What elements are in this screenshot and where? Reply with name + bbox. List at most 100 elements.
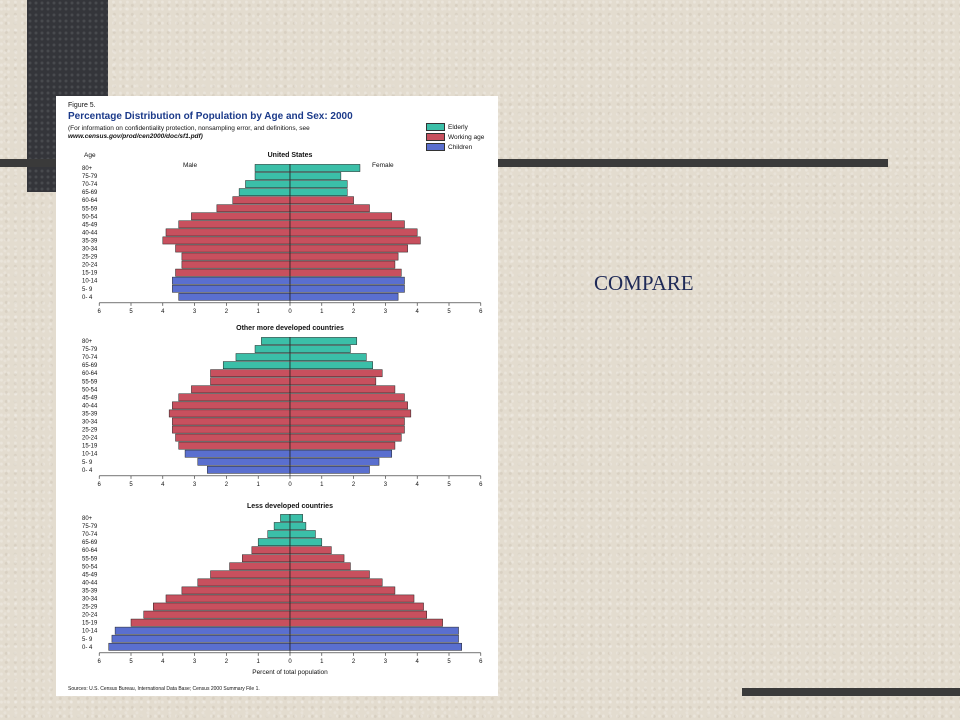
age-tick-label: 55-59	[82, 379, 98, 385]
male-bar	[232, 196, 291, 205]
age-tick-label: 5- 9	[82, 460, 93, 466]
female-bar	[289, 634, 459, 643]
age-tick-label: 50-54	[82, 564, 98, 570]
age-tick-label: 15-19	[82, 444, 98, 450]
female-bar	[289, 345, 351, 353]
age-tick-label: 30-34	[82, 420, 98, 426]
x-tick-label: 3	[384, 482, 388, 488]
x-tick-label: 4	[161, 309, 165, 315]
female-bar	[289, 425, 405, 434]
x-tick-label: 4	[416, 309, 420, 315]
age-tick-label: 35-39	[82, 238, 98, 244]
female-bar	[289, 361, 373, 369]
female-bar	[289, 401, 408, 410]
female-bar	[289, 393, 405, 402]
x-tick-label: 5	[129, 659, 133, 665]
x-tick-label: 2	[352, 482, 356, 488]
age-tick-label: 0- 4	[82, 645, 93, 651]
male-bar	[242, 554, 291, 563]
x-tick-label: 3	[384, 659, 388, 665]
female-bar	[289, 260, 396, 269]
female-bar	[289, 292, 399, 301]
male-bar	[181, 260, 291, 269]
age-tick-label: 80+	[82, 339, 93, 345]
x-tick-label: 3	[384, 309, 388, 315]
female-bar	[289, 244, 408, 253]
female-bar	[289, 188, 348, 197]
age-tick-label: 75-79	[82, 174, 98, 180]
female-label: Female	[372, 162, 394, 169]
legend-label: Elderly	[448, 123, 468, 131]
x-tick-label: 6	[479, 309, 483, 315]
female-bar	[289, 276, 405, 285]
female-bar	[289, 642, 462, 651]
x-tick-label: 1	[320, 482, 324, 488]
female-bar	[289, 546, 332, 555]
male-bar	[181, 252, 291, 261]
panel-title: United States	[268, 152, 313, 159]
male-bar	[172, 401, 291, 410]
male-bar	[229, 562, 291, 571]
male-bar	[191, 212, 291, 221]
male-bar	[216, 204, 291, 213]
x-tick-label: 4	[416, 659, 420, 665]
male-bar	[191, 385, 291, 394]
panel-title: Less developed countries	[247, 503, 333, 510]
x-tick-label: 1	[257, 659, 261, 665]
x-tick-label: 5	[447, 482, 451, 488]
x-tick-label: 5	[129, 309, 133, 315]
legend-item-working-age: Working age	[426, 132, 484, 142]
male-bar	[165, 594, 291, 603]
age-tick-label: 45-49	[82, 395, 98, 401]
male-bar	[273, 522, 291, 530]
female-bar	[289, 252, 399, 261]
legend-item-elderly: Elderly	[426, 122, 484, 132]
x-tick-label: 1	[257, 482, 261, 488]
age-tick-label: 50-54	[82, 387, 98, 393]
female-bar	[289, 578, 383, 587]
male-bar	[261, 337, 291, 345]
age-tick-label: 10-14	[82, 279, 98, 285]
female-bar	[289, 164, 361, 172]
female-bar	[289, 180, 348, 188]
male-bar	[175, 433, 291, 442]
male-label: Male	[183, 162, 197, 169]
female-bar	[289, 196, 354, 205]
age-tick-label: 40-44	[82, 230, 98, 236]
female-bar	[289, 618, 443, 627]
x-tick-label: 0	[288, 659, 292, 665]
female-bar	[289, 220, 405, 229]
female-bar	[289, 562, 351, 571]
age-tick-label: 5- 9	[82, 287, 93, 293]
male-bar	[238, 188, 291, 197]
male-bar	[210, 369, 291, 378]
female-bar	[289, 457, 380, 466]
female-bar	[289, 204, 370, 213]
age-tick-label: 25-29	[82, 428, 98, 434]
male-bar	[181, 586, 291, 595]
male-bar	[168, 409, 291, 418]
male-bar	[254, 164, 291, 172]
age-tick-label: 35-39	[82, 588, 98, 594]
x-tick-label: 1	[257, 309, 261, 315]
legend-label: Children	[448, 143, 473, 151]
female-bar	[289, 586, 396, 595]
male-bar	[210, 377, 291, 386]
female-bar	[289, 514, 303, 522]
compare-heading: COMPARE	[594, 271, 694, 295]
figure-title: Percentage Distribution of Population by…	[68, 111, 353, 122]
x-tick-label: 2	[225, 659, 229, 665]
x-tick-label: 2	[225, 309, 229, 315]
male-bar	[172, 284, 291, 293]
x-tick-label: 0	[288, 309, 292, 315]
population-pyramid-figure: Figure 5. Percentage Distribution of Pop…	[56, 96, 498, 696]
male-bar	[257, 538, 291, 546]
x-tick-label: 1	[320, 309, 324, 315]
male-bar	[178, 292, 291, 301]
x-tick-label: 6	[98, 659, 102, 665]
female-bar	[289, 602, 424, 611]
age-tick-label: 15-19	[82, 621, 98, 627]
male-bar	[111, 634, 291, 643]
x-tick-label: 5	[129, 482, 133, 488]
female-bar	[289, 409, 412, 418]
